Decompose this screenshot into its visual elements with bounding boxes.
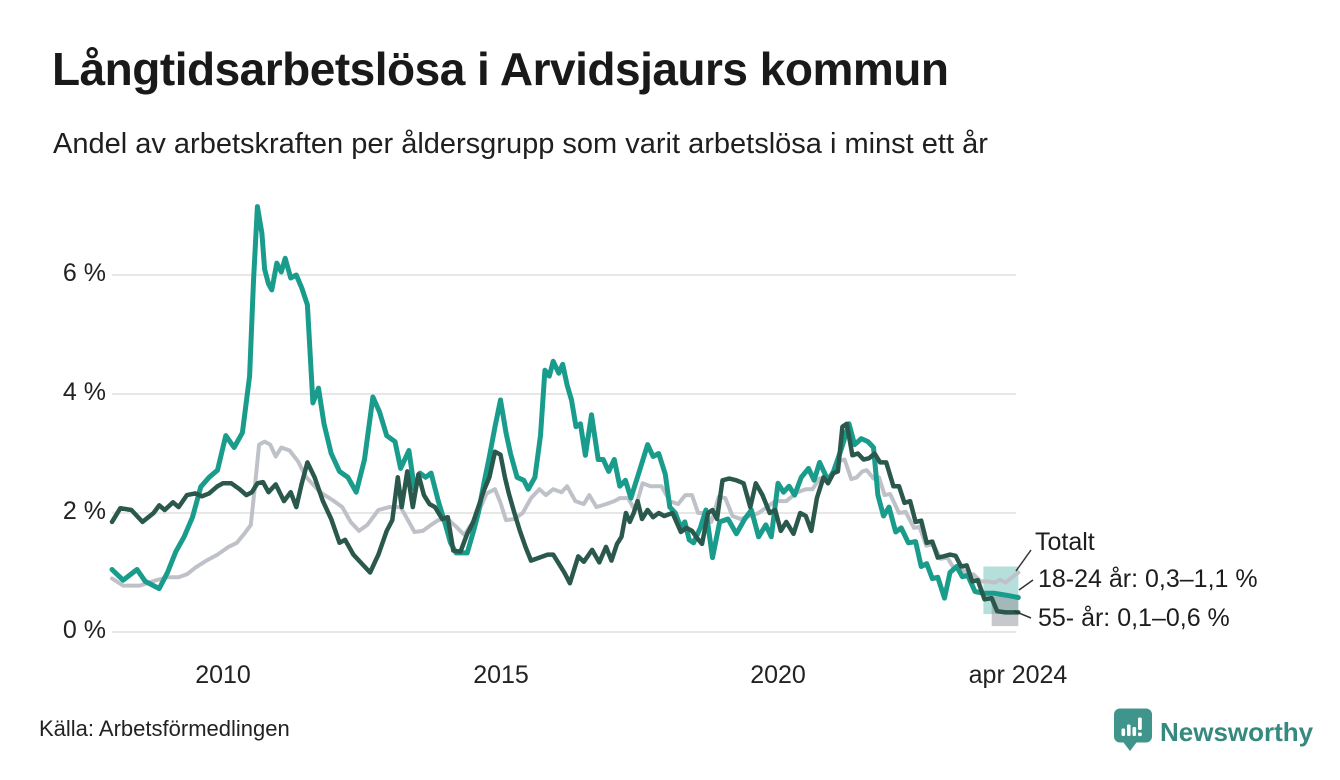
y-tick-0: 0 % [62,616,106,644]
x-tick-2010: 2010 [195,661,251,689]
newsworthy-brand: Newsworthy [1113,707,1313,758]
annotation-55: 55- år: 0,1–0,6 % [1038,604,1230,632]
page-title: Långtidsarbetslösa i Arvidsjaurs kommun [52,43,949,95]
y-tick-4: 4 % [62,378,106,406]
annotation-leader-line-1 [1018,579,1034,591]
x-tick-2015: 2015 [473,661,529,689]
x-tick-2020: 2020 [750,661,806,689]
source-note: Källa: Arbetsförmedlingen [39,716,290,741]
newsworthy-brand-name: Newsworthy [1160,717,1314,747]
y-tick-6: 6 % [62,259,106,287]
annotation-leader-line-2 [1013,610,1032,619]
annotation-leader-line-0 [1015,549,1032,572]
annotation-18-24: 18-24 år: 0,3–1,1 % [1038,565,1258,593]
x-tick-apr-2024: apr 2024 [968,661,1068,689]
y-tick-2: 2 % [62,497,106,525]
series-line-55-ar [109,421,1021,615]
series-line-totalt [110,439,1021,588]
chart-subtitle: Andel av arbetskraften per åldersgrupp s… [53,128,988,160]
series-line-18-24-ar [109,204,1021,601]
newsworthy-chart-bubble-icon [1113,707,1153,758]
annotation-totalt: Totalt [1035,528,1095,556]
